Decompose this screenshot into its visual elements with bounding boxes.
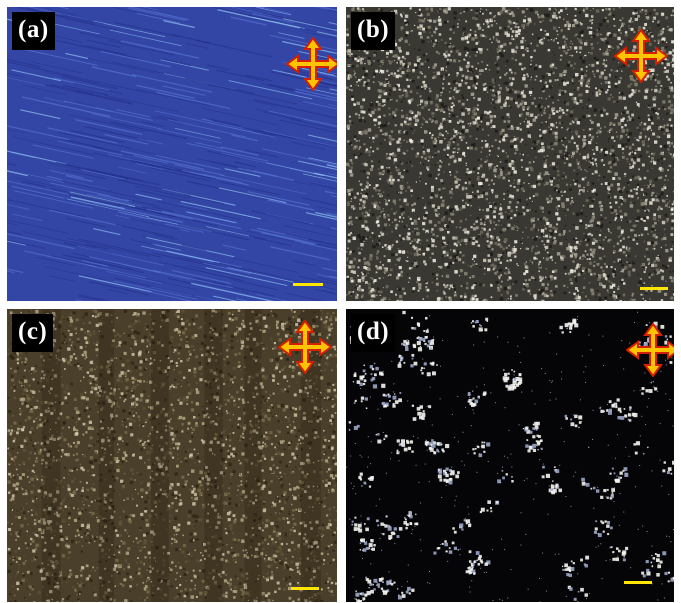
crossed-polarizers-icon	[278, 320, 332, 374]
micrograph-image-d	[346, 309, 674, 602]
micrograph-image-a	[7, 7, 337, 301]
panel-label-b: (b)	[351, 12, 396, 50]
crossed-polarizers-icon	[286, 37, 337, 91]
crossed-polarizers-icon	[626, 323, 674, 377]
panel-label-d: (d)	[351, 314, 396, 352]
micrograph-image-c	[7, 309, 337, 602]
micrograph-panel-d: (d)	[346, 309, 674, 602]
scale-bar	[640, 287, 668, 290]
micrograph-panel-c: (c)	[7, 309, 337, 602]
scale-bar	[293, 283, 323, 286]
micrograph-panel-a: (a)	[7, 7, 337, 301]
micrograph-panel-b: (b)	[346, 7, 674, 301]
panel-label-a: (a)	[12, 12, 55, 50]
crossed-polarizers-icon	[614, 29, 668, 83]
micrograph-image-b	[346, 7, 674, 301]
scale-bar	[624, 581, 652, 584]
scale-bar	[291, 587, 319, 590]
panel-label-c: (c)	[12, 314, 54, 352]
